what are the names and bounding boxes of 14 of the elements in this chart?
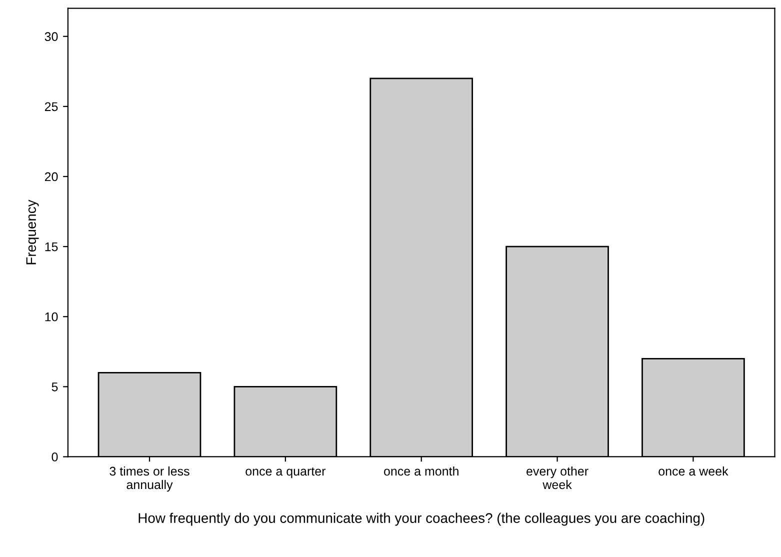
- x-tick-label: once a week: [658, 466, 728, 476]
- y-tick-label: 20: [44, 172, 58, 182]
- x-tick-label: every other week: [526, 466, 588, 490]
- x-tick-label: 3 times or less annually: [110, 466, 190, 492]
- y-tick-label: 0: [52, 452, 58, 462]
- x-axis-title: How frequently do you communicate with your coachees? (the colleagues you are coaching): [138, 512, 704, 526]
- y-tick-label: 5: [52, 382, 58, 392]
- y-tick-label: 10: [45, 312, 58, 322]
- y-tick-label: 25: [44, 102, 58, 112]
- x-tick-label: once a month: [384, 466, 458, 476]
- y-axis-title: Frequency: [26, 200, 39, 264]
- x-tick-label: once a quarter: [246, 467, 326, 478]
- y-tick-label: 30: [44, 32, 58, 42]
- y-tick-label: 15: [45, 242, 58, 252]
